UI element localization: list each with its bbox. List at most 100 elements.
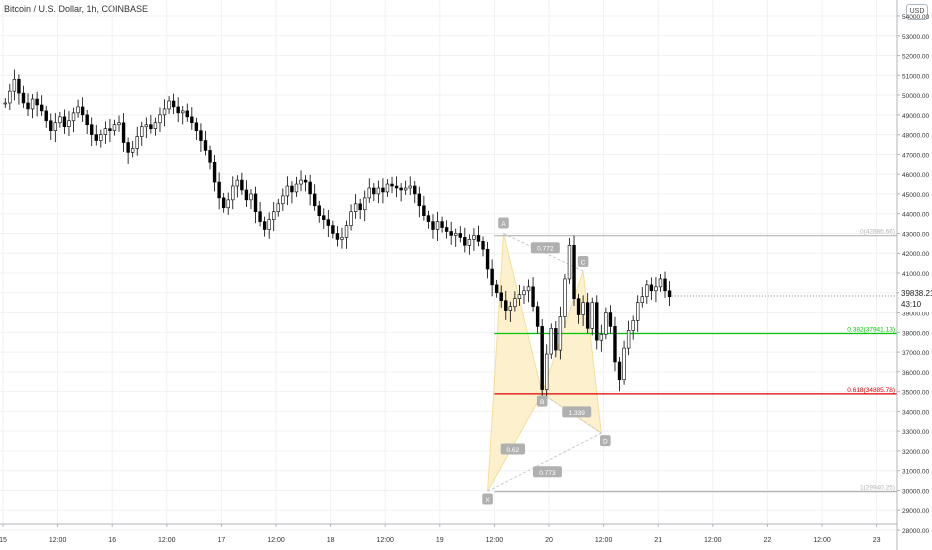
candle-body xyxy=(608,312,613,327)
point-x-label: X xyxy=(485,497,490,504)
candle-body xyxy=(599,333,604,341)
candle-body xyxy=(663,278,667,292)
candle-body xyxy=(540,326,544,390)
price-tick-label: 37000.00 xyxy=(902,350,929,357)
chart-title: Bitcoin / U.S. Dollar, 1h, COINBASE xyxy=(4,4,149,14)
candle-body xyxy=(221,197,226,209)
candle-body xyxy=(62,116,67,128)
currency-button[interactable]: USD xyxy=(906,4,928,20)
candle-body xyxy=(481,241,485,250)
candle-body xyxy=(399,187,403,191)
pattern-labels: X A B C D 0.772 1.339 0.62 0.773 xyxy=(482,217,611,505)
candle-body xyxy=(494,284,499,294)
candle-body xyxy=(17,78,21,94)
candle-body xyxy=(522,290,526,296)
candle-body xyxy=(431,221,435,230)
candle-body xyxy=(504,300,508,311)
price-axis: 28000.00 29000.00 30000.00 31000.00 32000.00… xyxy=(896,0,929,550)
candle-body xyxy=(403,187,408,191)
candle-body xyxy=(508,306,513,311)
price-tick-label: 43000.00 xyxy=(902,231,929,238)
candle-body xyxy=(203,140,208,151)
candle-body xyxy=(572,245,576,299)
candle-body xyxy=(567,245,572,280)
candle-body xyxy=(212,161,217,183)
candle-body xyxy=(640,296,644,303)
time-tick-label: 23 xyxy=(873,537,881,544)
ratio-line-xd xyxy=(487,432,602,492)
candle-body xyxy=(85,114,89,126)
price-tick-label: 44000.00 xyxy=(902,212,929,219)
candle-body xyxy=(585,302,590,329)
candle-body xyxy=(303,179,308,183)
candle-body xyxy=(312,193,317,207)
candle-body xyxy=(44,110,48,122)
candle-body xyxy=(613,326,617,363)
candle-body xyxy=(617,361,622,381)
candle-body xyxy=(39,104,44,112)
ratio-xb-label-bg xyxy=(500,443,526,455)
candle-body xyxy=(340,237,344,240)
candle-body xyxy=(358,203,362,211)
candle-body xyxy=(645,284,649,298)
price-tick-label: 46000.00 xyxy=(902,172,929,179)
price-tick-label: 53000.00 xyxy=(902,34,929,41)
candle-body xyxy=(262,221,267,230)
point-c-label: C xyxy=(581,260,586,267)
candle-body xyxy=(58,116,62,124)
point-a-label: A xyxy=(501,221,506,228)
candle-body xyxy=(367,187,371,199)
point-d-label: D xyxy=(603,439,608,446)
ratio-ac-label: 0.772 xyxy=(537,246,554,253)
candle-body xyxy=(99,134,103,141)
candle-body xyxy=(185,110,189,118)
point-x-label-bg xyxy=(482,493,493,505)
candle-body xyxy=(267,219,271,230)
candle-body xyxy=(631,320,635,331)
candle-body xyxy=(158,114,162,124)
candle-body xyxy=(331,225,335,234)
price-tick-label: 49000.00 xyxy=(902,113,929,120)
candle-body xyxy=(76,106,80,114)
candle-body xyxy=(590,302,594,329)
current-price-badge: 39838.21 43:10 xyxy=(899,288,932,312)
fib-label: 0.618(34885.78) xyxy=(847,387,895,394)
candle-body xyxy=(581,302,585,315)
candle-body xyxy=(167,100,171,110)
candle-body xyxy=(94,134,98,141)
candle-body xyxy=(153,122,158,129)
candle-body xyxy=(308,181,312,195)
fib-levels: 0(42886.66) 0.382(37941.13) 0.618(34885.78… xyxy=(494,229,897,493)
candle-body xyxy=(67,120,71,128)
candle-body xyxy=(290,185,294,193)
time-tick-label: 12:00 xyxy=(267,537,285,544)
candle-body xyxy=(208,150,212,163)
candle-body xyxy=(171,100,176,108)
price-tick-label: 30000.00 xyxy=(902,488,929,495)
candle-body xyxy=(394,185,399,189)
candle-body xyxy=(253,193,258,213)
candle-body xyxy=(435,221,440,230)
price-tick-label: 52000.00 xyxy=(902,54,929,61)
ratio-xd-label-bg xyxy=(532,466,562,478)
candle-body xyxy=(8,90,12,104)
price-tick-label: 38000.00 xyxy=(902,330,929,337)
price-tick-label: 32000.00 xyxy=(902,449,929,456)
time-tick-label: 12:00 xyxy=(595,537,613,544)
candle-body xyxy=(485,248,490,270)
candle-body xyxy=(335,233,340,240)
time-tick-label: 18 xyxy=(327,537,335,544)
candle-body xyxy=(472,235,476,240)
price-tick-label: 48000.00 xyxy=(902,133,929,140)
grid xyxy=(0,0,897,531)
candle-body xyxy=(21,92,26,104)
candle-body xyxy=(281,195,285,205)
time-tick-label: 19 xyxy=(436,537,444,544)
candle-body xyxy=(344,225,349,238)
candle-body xyxy=(149,124,153,129)
candle-body xyxy=(535,306,540,327)
candle-body xyxy=(454,233,458,236)
candle-body xyxy=(449,231,453,236)
candle-body xyxy=(658,278,663,288)
